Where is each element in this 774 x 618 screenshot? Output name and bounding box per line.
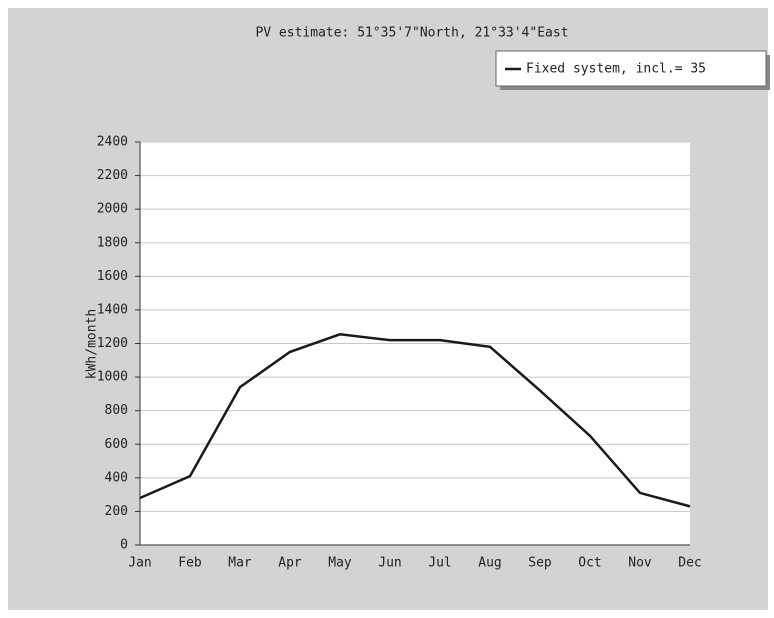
- x-tick-label: Dec: [678, 556, 701, 571]
- y-tick-label: 1800: [97, 235, 128, 250]
- legend-label: Fixed system, incl.= 35: [526, 62, 706, 77]
- y-tick-label: 2200: [97, 168, 128, 183]
- y-tick-label: 1400: [97, 302, 128, 317]
- x-tick-label: Mar: [228, 556, 252, 571]
- y-tick-label: 1600: [97, 269, 128, 284]
- x-tick-label: Nov: [628, 556, 652, 571]
- y-tick-label: 200: [105, 504, 128, 519]
- x-tick-label: Oct: [578, 556, 601, 571]
- y-tick-label: 1000: [97, 370, 128, 385]
- y-axis-label: kWh/month: [85, 309, 100, 379]
- y-tick-label: 0: [120, 538, 128, 553]
- x-tick-label: May: [328, 556, 352, 571]
- series-line: [139, 332, 691, 508]
- y-tick-label: 400: [105, 470, 128, 485]
- legend: [495, 50, 767, 87]
- chart-title: PV estimate: 51°35'7"North, 21°33'4"East: [255, 26, 568, 41]
- y-tick-label: 2000: [97, 202, 128, 217]
- x-tick-label: Aug: [478, 556, 501, 571]
- x-tick-label: Jun: [378, 556, 401, 571]
- x-tick-label: Sep: [528, 556, 552, 571]
- y-tick-label: 800: [105, 403, 128, 418]
- y-tick-label: 600: [105, 437, 128, 452]
- x-tick-label: Feb: [178, 556, 202, 571]
- x-tick-label: Jan: [128, 556, 151, 571]
- x-tick-label: Apr: [278, 556, 302, 571]
- y-tick-label: 2400: [97, 135, 128, 150]
- x-tick-label: Jul: [428, 556, 451, 571]
- y-tick-label: 1200: [97, 336, 128, 351]
